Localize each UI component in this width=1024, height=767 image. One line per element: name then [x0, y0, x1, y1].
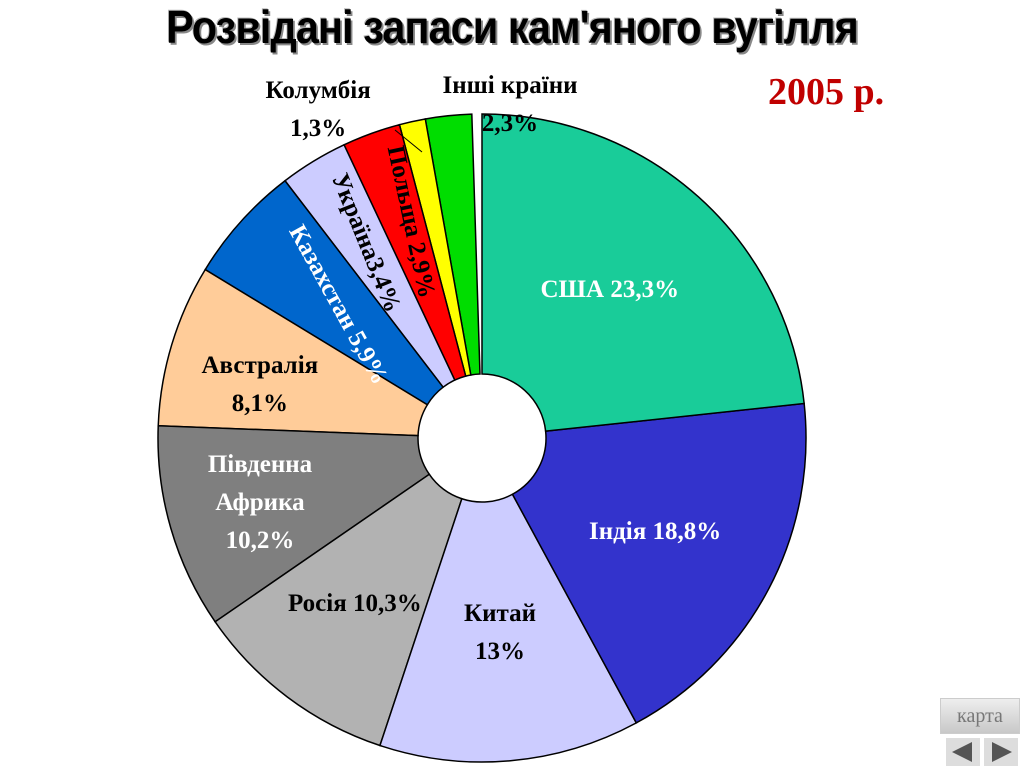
category-label: Китай: [464, 600, 537, 627]
value-label: 13%: [475, 638, 526, 665]
slice-label: Австралія 8,1%: [202, 347, 319, 423]
slice: [204, 179, 445, 406]
category-label: Південна Африка: [207, 451, 313, 516]
category-label: Колумбія: [265, 77, 371, 104]
value-label: 8,1%: [231, 390, 288, 417]
leader-line: [394, 129, 423, 153]
category-label: Австралія: [201, 352, 319, 379]
value-label: 1,3%: [290, 115, 347, 142]
value-label: 23,3%: [610, 276, 680, 303]
next-button[interactable]: [984, 738, 1018, 766]
value-label: 2,9%: [401, 239, 440, 301]
category-label: США: [540, 276, 605, 303]
slice: [511, 402, 807, 724]
slice: [424, 113, 481, 376]
slice-label: Інші країни 2,3%: [443, 67, 578, 143]
slice: [378, 493, 638, 763]
category-label: Індія: [589, 518, 647, 545]
chart-title: Розвідані запаси кам'яного вугілля: [166, 1, 859, 53]
value-label: 10,2%: [225, 527, 295, 554]
slice-label: Південна Африка 10,2%: [185, 446, 335, 560]
value-label: 2,3%: [481, 110, 539, 137]
slice: [343, 123, 467, 382]
slice-label: США 23,3%: [541, 271, 680, 309]
slice: [214, 473, 463, 747]
slice-label: Колумбія 1,3%: [266, 72, 371, 148]
value-label: 18,8%: [652, 518, 722, 545]
slice-label: Індія 18,8%: [589, 513, 721, 551]
category-label: Інші країни: [442, 72, 578, 99]
slice: [481, 113, 805, 433]
value-label: 10,3%: [352, 590, 422, 617]
slice: [283, 143, 456, 389]
map-button[interactable]: карта: [940, 698, 1020, 734]
slice-label: Росія 10,3%: [288, 585, 422, 623]
chart-subtitle: 2005 р.: [768, 71, 885, 113]
slice-label: Китай 13%: [464, 595, 536, 671]
category-label: Росія: [288, 590, 347, 617]
slice: [157, 425, 431, 623]
prev-button[interactable]: [946, 738, 980, 766]
slice: [157, 268, 429, 437]
